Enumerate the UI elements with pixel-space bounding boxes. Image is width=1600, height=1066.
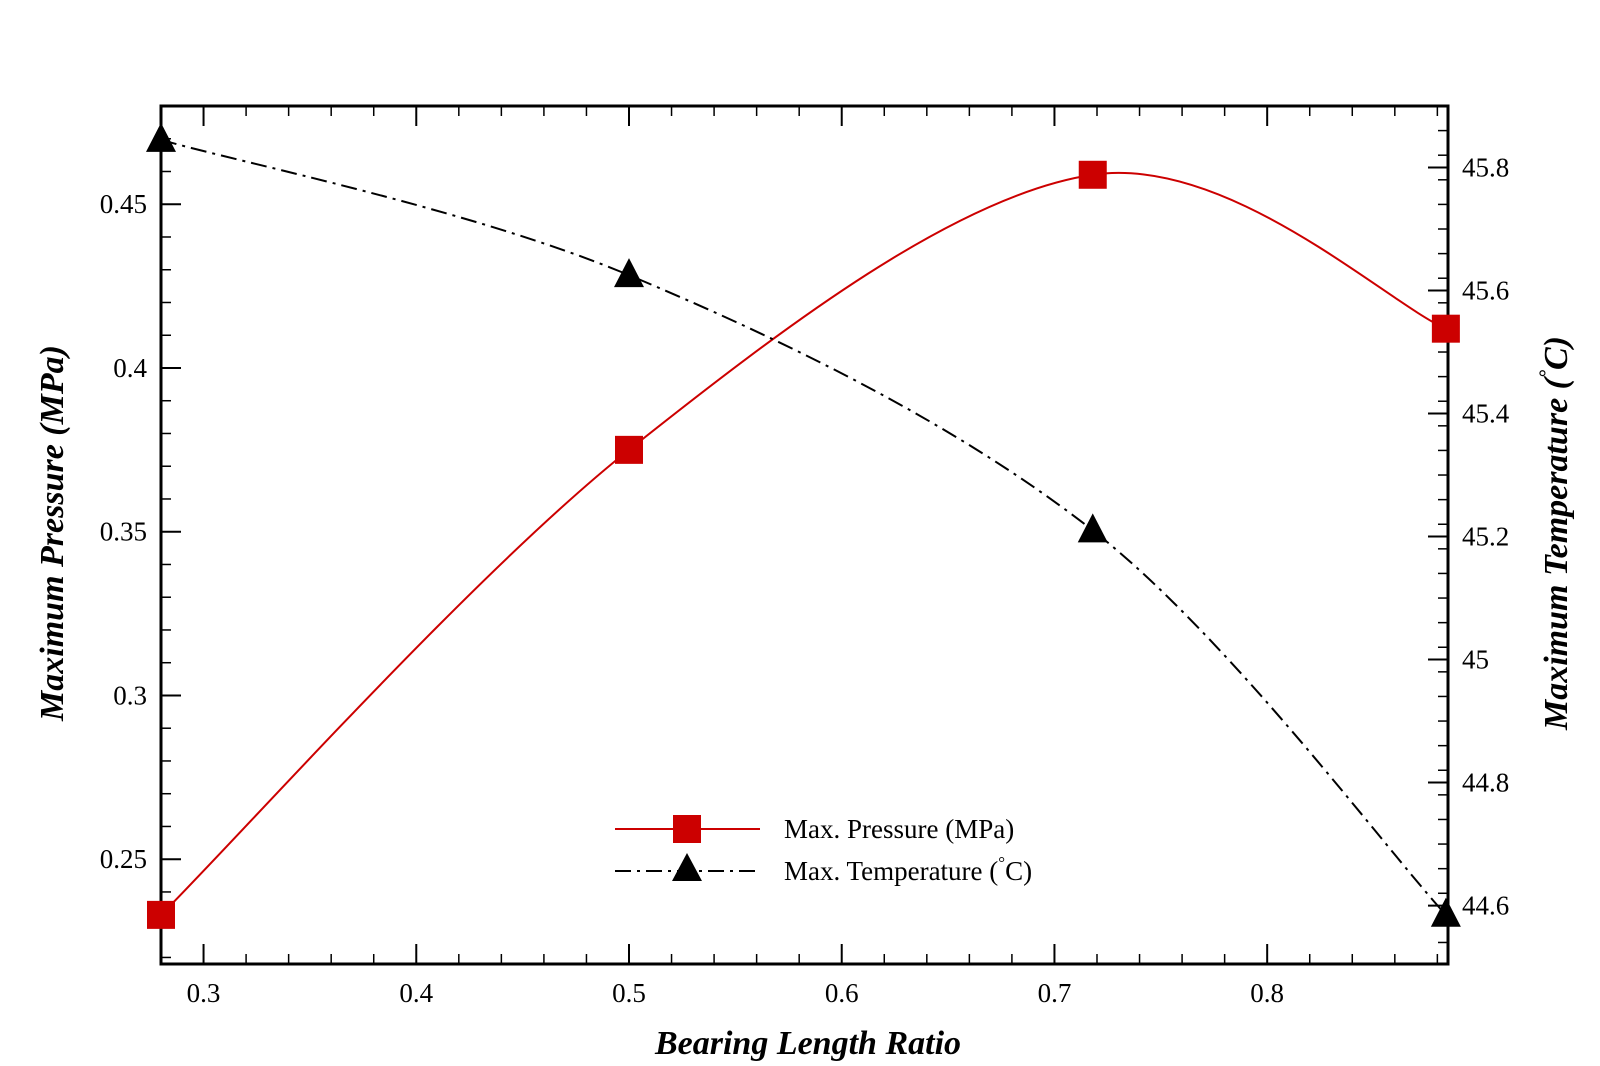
right-y-axis-title-unit: C) (1538, 336, 1575, 370)
legend-temperature-label: Max. Temperature (°C) (784, 853, 1032, 886)
pressure-point (1431, 314, 1460, 343)
right-y-tick-label: 45.6 (1462, 276, 1509, 306)
pressure-point (615, 435, 643, 464)
series-temperature (146, 122, 1461, 927)
pressure-point (1078, 160, 1107, 189)
legend-temperature-label-text: Max. Temperature ( (784, 856, 998, 886)
left-y-tick-label: 0.25 (100, 844, 147, 874)
x-axis-title: Bearing Length Ratio (654, 1025, 961, 1062)
right-y-axis: 44.6 44.8 45 45.2 45.4 45.6 45.8 (1428, 105, 1510, 944)
temperature-point (614, 258, 644, 288)
right-y-axis-title: Maximum Temperature (°C) (1536, 336, 1575, 731)
legend-degree-symbol: ° (998, 853, 1005, 872)
x-tick-label: 0.7 (1038, 978, 1072, 1008)
legend: Max. Pressure (MPa) Max. Temperature (°C… (615, 814, 1032, 886)
left-y-axis: 0.25 0.3 0.35 0.4 0.45 (100, 105, 181, 959)
left-y-tick-label: 0.3 (113, 680, 147, 710)
left-y-tick-label: 0.35 (100, 517, 147, 547)
left-y-tick-label: 0.4 (113, 353, 147, 383)
legend-temperature-label-unit: C) (1005, 856, 1032, 886)
right-y-tick-label: 45.4 (1462, 399, 1510, 429)
right-y-tick-label: 44.8 (1462, 768, 1509, 798)
temperature-point (146, 122, 176, 152)
degree-symbol: ° (1536, 370, 1558, 378)
temperature-point (1077, 513, 1108, 543)
temperature-point (1430, 897, 1461, 927)
series-layer (146, 122, 1461, 929)
right-y-axis-title-text: Maximum Temperature ( (1538, 375, 1575, 731)
plot-frame (159, 104, 1450, 966)
x-tick-label: 0.8 (1250, 978, 1284, 1008)
right-y-tick-label: 45.2 (1462, 522, 1509, 552)
right-y-tick-label: 44.6 (1462, 891, 1509, 921)
legend-pressure-marker (673, 815, 701, 843)
right-y-tick-label: 45.8 (1462, 153, 1509, 183)
x-tick-label: 0.3 (187, 978, 221, 1008)
left-y-tick-label: 0.45 (100, 189, 147, 219)
pressure-point (147, 900, 175, 929)
plot-border (159, 104, 1450, 966)
x-axis: 0.3 0.4 0.5 0.6 0.7 0.8 (160, 106, 1439, 1008)
x-tick-label: 0.4 (399, 978, 433, 1008)
left-y-axis-title: Maximum Pressure (MPa) (34, 345, 71, 722)
legend-pressure-label: Max. Pressure (MPa) (784, 814, 1014, 844)
right-y-tick-label: 45 (1462, 645, 1489, 675)
x-tick-label: 0.5 (612, 978, 646, 1008)
series-pressure (147, 160, 1460, 929)
temperature-line (160, 138, 1447, 916)
pressure-line (160, 172, 1447, 916)
legend-temperature-marker (672, 853, 702, 881)
x-tick-label: 0.6 (825, 978, 859, 1008)
